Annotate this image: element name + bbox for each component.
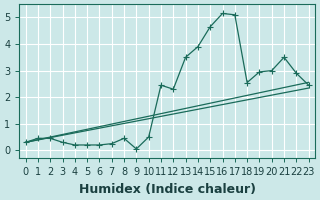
X-axis label: Humidex (Indice chaleur): Humidex (Indice chaleur) [79,183,256,196]
